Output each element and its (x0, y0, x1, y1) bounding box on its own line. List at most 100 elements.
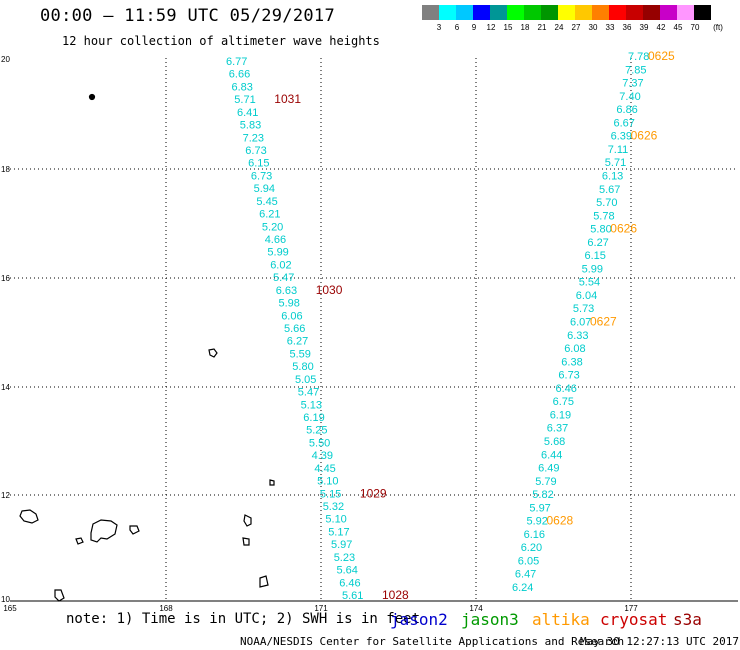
scale-label: 3 (437, 23, 442, 32)
latitude-labels: 20 18 16 14 12 10 (1, 55, 10, 604)
wave-height-value: 5.32 (323, 501, 344, 513)
wave-height-value: 4.39 (312, 450, 333, 462)
wave-height-value: 5.67 (599, 184, 620, 196)
track-s3a: 7.787.85 7.377.406.866.67 6.397.115.71 6.13… (512, 49, 675, 594)
wave-height-value: 6.39 (611, 131, 632, 143)
wave-height-value: 6.33 (567, 330, 588, 342)
scale-color-box (643, 5, 660, 20)
wave-height-value: 5.80 (292, 361, 313, 373)
island (243, 514, 252, 527)
wave-height-value: 5.10 (325, 514, 346, 526)
island-outlines (19, 93, 275, 602)
wave-height-value: 7.40 (619, 91, 640, 103)
time-label: 1029 (360, 486, 387, 500)
wave-height-value: 5.59 (290, 348, 311, 360)
satellite-altika: altika (532, 610, 590, 629)
time-label: 0626 (631, 129, 658, 143)
scale-color-box (541, 5, 558, 20)
wave-height-value: 5.47 (298, 387, 319, 399)
wave-height-value: 5.71 (605, 157, 626, 169)
wave-height-value: 6.38 (561, 356, 582, 368)
lat-label: 20 (1, 55, 10, 64)
wave-height-value: 6.04 (576, 290, 597, 302)
time-label: 0625 (648, 49, 675, 63)
time-label: 1031 (274, 92, 301, 106)
island (75, 537, 84, 545)
color-scale-legend: 3 6 9 12 15 18 21 24 27 30 33 36 39 42 4… (422, 5, 723, 32)
island (88, 93, 96, 101)
wave-height-value: 6.15 (248, 158, 269, 170)
scale-color-box (456, 5, 473, 20)
scale-color-box (473, 5, 490, 20)
scale-color-box (422, 5, 439, 20)
wave-height-value: 6.75 (553, 396, 574, 408)
scale-label: 27 (572, 23, 581, 32)
scale-label: 42 (657, 23, 666, 32)
wave-height-value: 5.50 (309, 437, 330, 449)
lon-label: 177 (624, 604, 638, 613)
scale-color-box (677, 5, 694, 20)
scale-color-box (575, 5, 592, 20)
wave-height-value: 6.73 (245, 145, 266, 157)
lon-label: 174 (469, 604, 483, 613)
island (269, 479, 275, 486)
wave-height-value: 6.73 (251, 170, 272, 182)
scale-label: 39 (640, 23, 649, 32)
wave-height-value: 7.78 (628, 51, 649, 63)
wave-height-value: 4.45 (314, 463, 335, 475)
scale-label: 45 (674, 23, 683, 32)
wave-height-value: 6.44 (541, 449, 562, 461)
island (19, 509, 39, 524)
scale-color-box (524, 5, 541, 20)
lat-label: 12 (1, 491, 10, 500)
wave-height-value: 5.97 (331, 539, 352, 551)
time-label: 0628 (547, 514, 574, 528)
time-label: 1028 (382, 588, 409, 602)
wave-height-value: 6.46 (339, 577, 360, 589)
wave-height-value: 5.23 (334, 552, 355, 564)
scale-label: 36 (623, 23, 632, 32)
lat-label: 16 (1, 274, 10, 283)
wave-height-value: 5.54 (579, 277, 600, 289)
wave-height-value: 6.47 (515, 569, 536, 581)
scale-label: 21 (538, 23, 547, 32)
time-label: 0627 (590, 315, 617, 329)
wave-height-value: 6.73 (558, 370, 579, 382)
satellite-jason2: jason2 (390, 610, 448, 629)
island (129, 525, 140, 535)
wave-height-value: 5.20 (262, 221, 283, 233)
scale-color-box (558, 5, 575, 20)
wave-height-value: 6.05 (518, 556, 539, 568)
island (54, 589, 65, 602)
wave-height-value: 6.06 (281, 310, 302, 322)
scale-label: 15 (504, 23, 513, 32)
footer-note: note: 1) Time is in UTC; 2) SWH is in fe… (66, 611, 421, 627)
island (208, 348, 218, 358)
scale-label: 6 (455, 23, 460, 32)
wave-height-value: 5.68 (544, 436, 565, 448)
wave-height-value: 5.64 (337, 565, 358, 577)
wave-height-value: 5.94 (254, 183, 275, 195)
scale-color-box (626, 5, 643, 20)
scale-label: 12 (487, 23, 496, 32)
wave-height-value: 6.19 (303, 412, 324, 424)
wave-height-value: 6.86 (616, 104, 637, 116)
wave-height-value: 5.92 (527, 516, 548, 528)
scale-label: 70 (691, 23, 700, 32)
credit-line: NOAA/NESDIS Center for Satellite Applica… (240, 635, 625, 648)
wave-height-value: 5.15 (320, 488, 341, 500)
wave-height-value: 5.71 (234, 94, 255, 106)
scale-color-box (439, 5, 456, 20)
scale-unit: (ft) (713, 23, 723, 32)
wave-height-value: 6.15 (585, 250, 606, 262)
wave-height-value: 6.83 (232, 81, 253, 93)
wave-height-value: 6.46 (556, 383, 577, 395)
wave-height-value: 6.27 (287, 336, 308, 348)
wave-height-value: 5.80 (590, 224, 611, 236)
scale-label: 30 (589, 23, 598, 32)
wave-height-value: 5.66 (284, 323, 305, 335)
satellite-cryosat: cryosat (600, 610, 668, 629)
wave-height-value: 4.66 (265, 234, 286, 246)
satellite-s3a: s3a (673, 610, 702, 629)
lat-label: 10 (1, 595, 10, 604)
